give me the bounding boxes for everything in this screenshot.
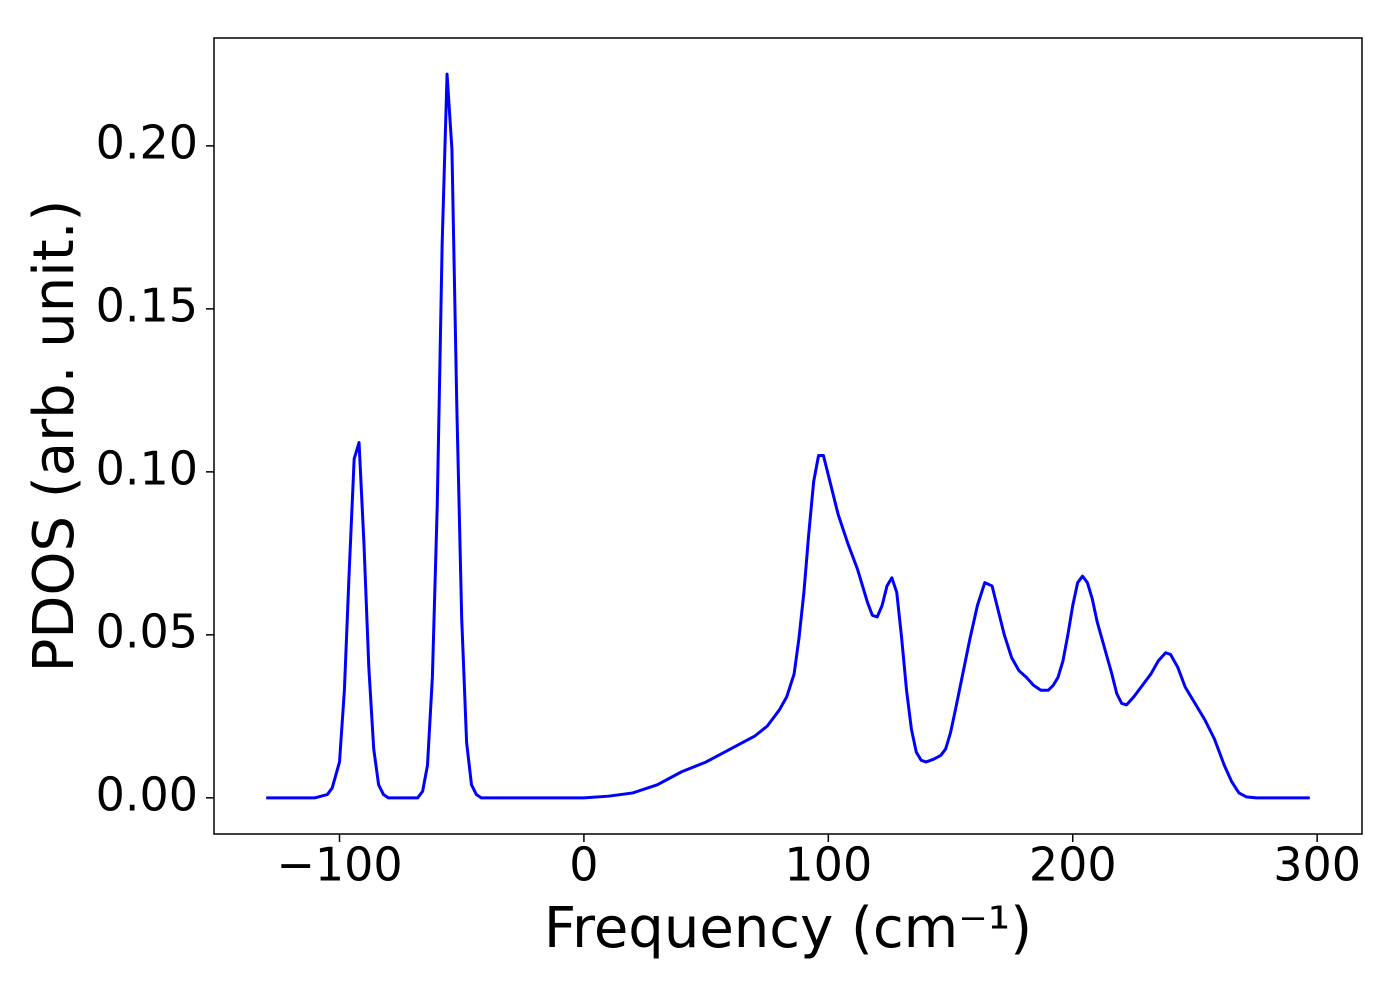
y-tick-label: 0.20 [96,115,198,169]
y-tick-label: 0.05 [96,604,198,658]
x-tick-label: −100 [276,838,402,892]
x-tick-label: 300 [1273,838,1361,892]
y-tick-label: 0.15 [96,278,198,332]
y-axis-label: PDOS (arb. unit.) [22,200,87,673]
data-line [266,72,1310,800]
plot-frame [213,37,1363,835]
x-axis-label: Frequency (cm⁻¹) [544,896,1032,961]
x-tick-label: 0 [569,838,598,892]
y-tick-label: 0.10 [96,441,198,495]
y-tick-label: 0.00 [96,767,198,821]
x-tick-label: 200 [1029,838,1117,892]
x-tick-label: 100 [784,838,872,892]
